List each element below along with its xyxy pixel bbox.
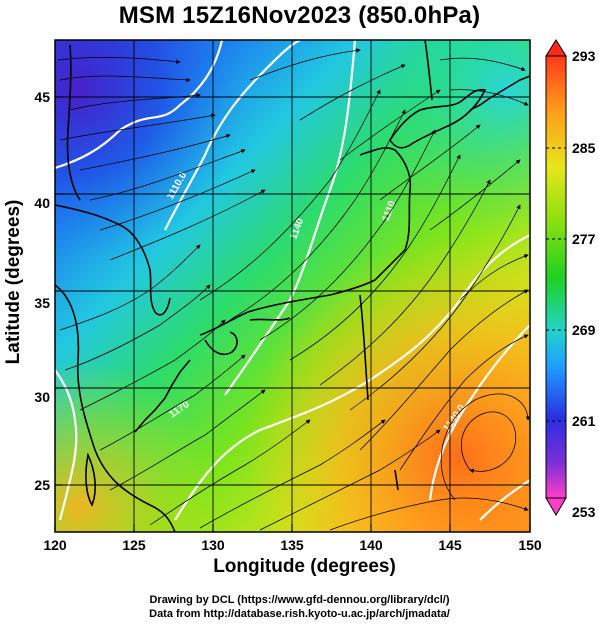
colorbar-min-arrow bbox=[545, 497, 567, 516]
x-tick-label: 130 bbox=[201, 537, 225, 553]
x-tick-label: 150 bbox=[518, 537, 542, 553]
credit-drawing: Drawing by DCL (https://www.gfd-dennou.o… bbox=[149, 594, 450, 606]
chart-title: MSM 15Z16Nov2023 (850.0hPa) bbox=[118, 2, 481, 29]
colorbar-max-arrow bbox=[545, 39, 567, 57]
y-tick-label: 35 bbox=[34, 295, 50, 311]
colorbar-tick-label: 285 bbox=[572, 140, 596, 156]
graticule bbox=[55, 40, 530, 532]
colorbar-tick-label: 269 bbox=[572, 322, 596, 338]
x-tick-label: 125 bbox=[122, 537, 146, 553]
axis-ticks bbox=[54, 96, 531, 532]
colorbar-tick-label: 293 bbox=[572, 48, 596, 64]
y-tick-label: 40 bbox=[34, 195, 50, 211]
contour-lines bbox=[55, 40, 530, 521]
wind-streamlines bbox=[57, 48, 530, 531]
colorbar-tick-label: 261 bbox=[572, 413, 596, 429]
colorbar-tick-label: 277 bbox=[572, 231, 596, 247]
x-axis-label: Longitude (degrees) bbox=[213, 556, 396, 577]
colorbar bbox=[545, 39, 567, 516]
y-axis-label: Latitude (degrees) bbox=[3, 199, 24, 365]
x-tick-label: 135 bbox=[280, 537, 304, 553]
y-tick-label: 25 bbox=[34, 477, 50, 493]
temperature-field: 1110.0 1140 1110 1170 1140.0 bbox=[55, 40, 530, 532]
x-tick-label: 120 bbox=[43, 537, 67, 553]
coastlines bbox=[55, 40, 530, 532]
x-tick-label: 145 bbox=[438, 537, 462, 553]
credit-data-source: Data from http://database.rish.kyoto-u.a… bbox=[149, 608, 450, 620]
x-tick-label: 140 bbox=[359, 537, 383, 553]
colorbar-tick-label: 253 bbox=[572, 504, 596, 520]
y-tick-label: 45 bbox=[34, 89, 50, 105]
y-tick-label: 30 bbox=[34, 389, 50, 405]
